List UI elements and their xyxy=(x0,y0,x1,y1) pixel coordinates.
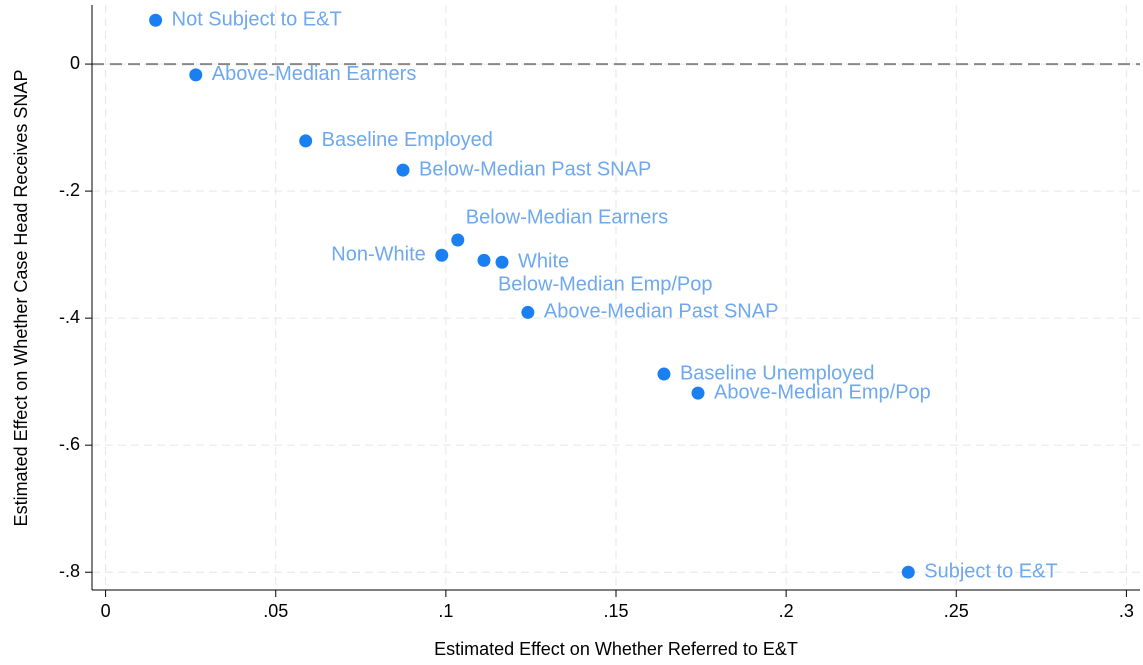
point-label: White xyxy=(518,251,569,273)
point-label: Above-Median Emp/Pop xyxy=(714,381,931,403)
point xyxy=(691,386,705,400)
point-label: Subject to E&T xyxy=(924,560,1057,582)
point xyxy=(451,233,465,247)
x-tick-label: 0 xyxy=(101,601,111,621)
x-tick-label: .1 xyxy=(438,601,453,621)
point-label: Non-White xyxy=(331,244,425,266)
x-tick-label: .2 xyxy=(779,601,794,621)
x-tick-label: .15 xyxy=(603,601,628,621)
point xyxy=(299,134,313,148)
y-axis-title: Estimated Effect on Whether Case Head Re… xyxy=(11,70,31,527)
point xyxy=(521,305,535,319)
point-label: Not Subject to E&T xyxy=(172,9,342,31)
point-label: Below-Median Past SNAP xyxy=(419,158,651,180)
point xyxy=(396,163,410,177)
point-label: Below-Median Earners xyxy=(466,206,668,228)
x-tick-label: .05 xyxy=(263,601,288,621)
point-label: Baseline Unemployed xyxy=(680,362,875,384)
y-tick-label: -.6 xyxy=(59,434,80,454)
y-tick-label: -.8 xyxy=(59,561,80,581)
point-label: Baseline Employed xyxy=(322,129,493,151)
point xyxy=(189,68,203,82)
point-label: Above-Median Earners xyxy=(212,63,417,85)
point xyxy=(657,367,671,381)
point xyxy=(477,253,491,267)
point xyxy=(435,248,449,262)
point xyxy=(901,565,915,579)
x-tick-label: .25 xyxy=(944,601,969,621)
x-axis-title: Estimated Effect on Whether Referred to … xyxy=(434,639,798,659)
point xyxy=(495,255,509,269)
point xyxy=(149,13,163,27)
x-tick-label: .3 xyxy=(1119,601,1134,621)
y-tick-label: 0 xyxy=(70,53,80,73)
point-label: Above-Median Past SNAP xyxy=(544,301,779,323)
point-label: Below-Median Emp/Pop xyxy=(498,274,713,296)
y-tick-label: -.2 xyxy=(59,180,80,200)
y-tick-label: -.4 xyxy=(59,307,80,327)
